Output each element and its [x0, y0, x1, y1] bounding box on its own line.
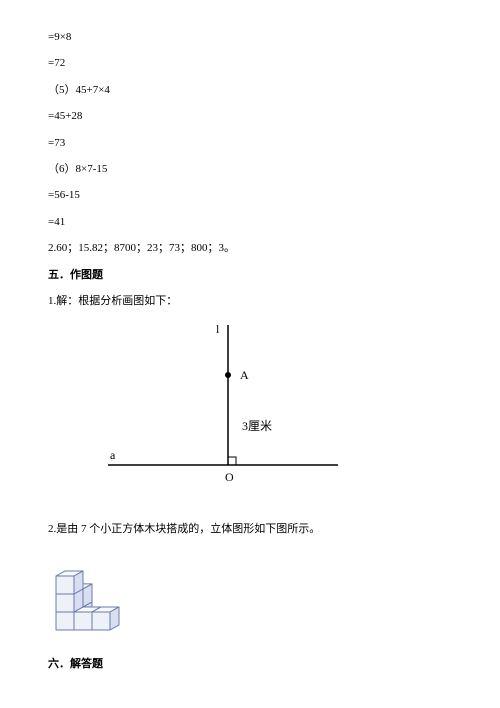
perpendicular-diagram: l A 3厘米 a O [108, 320, 452, 505]
q1-text: 1.解：根据分析画图如下： [48, 294, 452, 309]
calc-line: =56-15 [48, 188, 452, 203]
page: =9×8 =72 （5）45+7×4 =45+28 =73 （6）8×7-15 … [0, 0, 500, 704]
svg-text:O: O [225, 470, 234, 484]
calc-line: =73 [48, 136, 452, 151]
calc-line: =9×8 [48, 30, 452, 45]
calc-line: =41 [48, 215, 452, 230]
svg-text:l: l [216, 322, 220, 336]
svg-text:A: A [240, 368, 249, 382]
q2-text: 2.是由 7 个小正方体木块搭成的，立体图形如下图所示。 [48, 522, 452, 537]
section-5-title: 五．作图题 [48, 268, 452, 283]
svg-text:3厘米: 3厘米 [242, 419, 272, 433]
calc-line: （5）45+7×4 [48, 83, 452, 98]
svg-text:a: a [110, 448, 116, 462]
calc-line: =45+28 [48, 109, 452, 124]
cubes-diagram [48, 548, 452, 643]
section-6-title: 六．解答题 [48, 657, 452, 672]
calc-line: 2.60；15.82；8700；23；73；800；3。 [48, 241, 452, 256]
calc-line: =72 [48, 56, 452, 71]
calc-line: （6）8×7-15 [48, 162, 452, 177]
